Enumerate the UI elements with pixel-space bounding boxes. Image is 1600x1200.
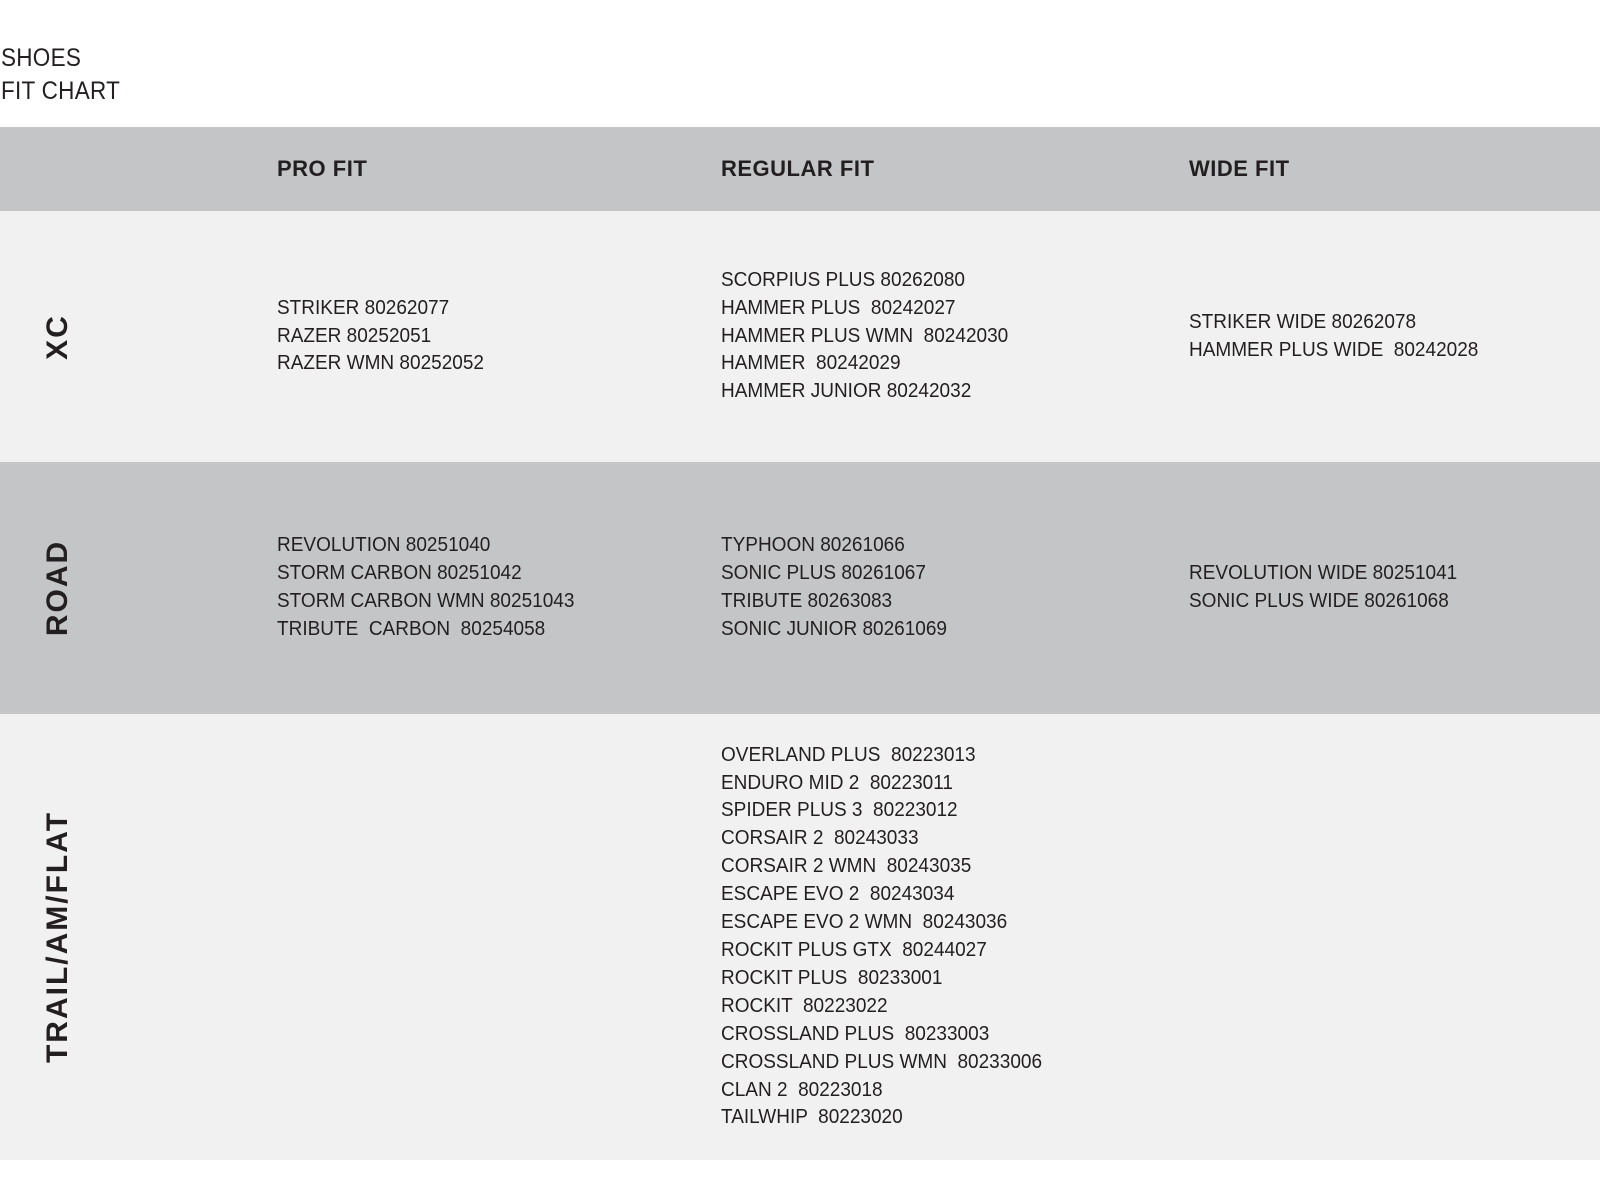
table-row-trail-am-flat: TRAIL/AM/FLAT OVERLAND PLUS 80223013 ENDUR… [0,714,1600,1160]
shoe-model: ENDURO MID 2 80223011 [721,771,953,794]
title-line-2: FIT CHART [1,77,121,105]
shoe-model: REVOLUTION 80251040 [277,534,491,557]
shoe-model: ESCAPE EVO 2 WMN 80243036 [721,911,1008,934]
cell-wide-fit: STRIKER WIDE 80262078 HAMMER PLUS WIDE 80… [1189,211,1494,462]
cell-wide-fit: REVOLUTION WIDE 80251041 SONIC PLUS WIDE … [1189,462,1471,714]
table-header: PRO FIT REGULAR FIT WIDE FIT [0,127,1600,211]
shoe-model: TYPHOON 80261066 [721,534,905,557]
row-label-text: TRAIL/AM/FLAT [41,810,74,1064]
shoe-model: HAMMER JUNIOR 80242032 [721,380,972,403]
row-label-text: XC [41,313,74,360]
shoe-model: CLAN 2 80223018 [721,1078,883,1101]
shoe-model: OVERLAND PLUS 80223013 [721,743,976,766]
table-row-xc: XC STRIKER 80262077 RAZER 80252051 RAZER WM… [0,211,1600,462]
shoe-model: CORSAIR 2 80243033 [721,827,919,850]
column-header-pro-fit: PRO FIT [277,156,368,181]
shoe-model: CROSSLAND PLUS 80233003 [721,1022,990,1045]
shoe-model: SONIC JUNIOR 80261069 [721,617,947,640]
shoe-model: HAMMER PLUS WIDE 80242028 [1189,338,1479,361]
cell-regular-fit: SCORPIUS PLUS 80262080 HAMMER PLUS 802420… [721,211,1023,462]
column-header-regular-fit: REGULAR FIT [721,156,875,181]
shoe-model: SONIC PLUS 80261067 [721,562,926,585]
shoe-model: STORM CARBON 80251042 [277,562,522,585]
cell-regular-fit: TYPHOON 80261066 SONIC PLUS 80261067 TRIBU… [721,462,959,714]
table-row-road: ROAD REVOLUTION 80251040 STORM CARBON 8025… [0,462,1600,714]
shoe-model: SPIDER PLUS 3 80223012 [721,799,958,822]
shoe-model: TRIBUTE CARBON 80254058 [277,617,546,640]
shoe-model: SONIC PLUS WIDE 80261068 [1189,590,1449,612]
shoe-model: TAILWHIP 80223020 [721,1106,903,1129]
row-label-text: ROAD [41,539,74,637]
shoe-model: RAZER 80252051 [277,324,432,347]
shoe-model: STRIKER 80262077 [277,296,450,319]
shoe-model: SCORPIUS PLUS 80262080 [721,268,965,291]
shoe-model: HAMMER PLUS 80242027 [721,296,956,319]
shoe-model: STORM CARBON WMN 80251043 [277,590,575,612]
column-header-wide-fit: WIDE FIT [1189,156,1290,181]
shoe-model: STRIKER WIDE 80262078 [1189,310,1417,333]
shoe-model: HAMMER PLUS WMN 80242030 [721,324,1009,347]
title-line-1: SHOES [1,44,82,72]
shoe-model: ROCKIT PLUS 80233001 [721,966,943,989]
shoe-model: HAMMER 80242029 [721,352,901,375]
shoe-model: ROCKIT 80223022 [721,994,888,1017]
page-title: SHOES FIT CHART [1,42,133,108]
shoe-model: ESCAPE EVO 2 80243034 [721,883,955,906]
row-label: ROAD [0,462,116,714]
row-label: XC [0,211,116,462]
shoe-model: CORSAIR 2 WMN 80243035 [721,855,972,878]
row-label: TRAIL/AM/FLAT [0,714,116,1160]
shoe-model: CROSSLAND PLUS WMN 80233006 [721,1050,1043,1073]
cell-regular-fit: OVERLAND PLUS 80223013 ENDURO MID 2 80223… [721,714,1059,1160]
shoe-model: RAZER WMN 80252052 [277,352,484,375]
shoe-model: TRIBUTE 80263083 [721,590,893,612]
shoe-model: ROCKIT PLUS GTX 80244027 [721,939,987,961]
cell-pro-fit: STRIKER 80262077 RAZER 80252051 RAZER WMN … [277,211,495,462]
shoe-model: REVOLUTION WIDE 80251041 [1189,562,1458,585]
cell-pro-fit: REVOLUTION 80251040 STORM CARBON 80251042… [277,462,590,714]
